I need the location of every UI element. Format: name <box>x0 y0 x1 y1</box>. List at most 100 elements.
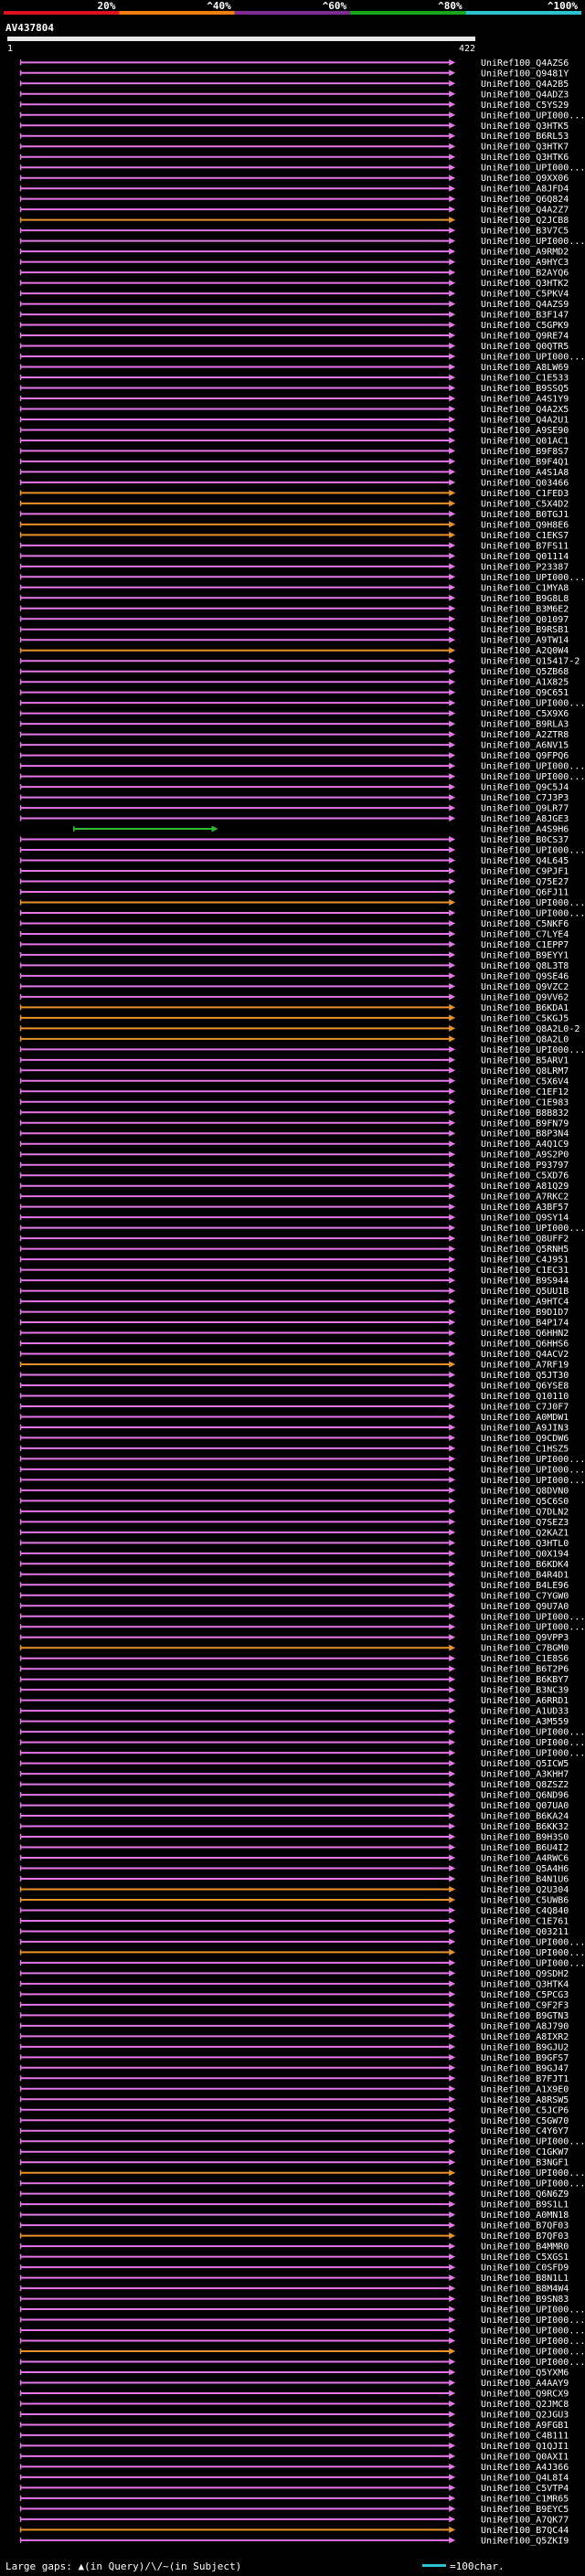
hit-arrow <box>449 1277 456 1284</box>
hit-label: UniRef100_Q6FJ11 <box>481 887 569 897</box>
hit-label: UniRef100_Q4A2U1 <box>481 415 569 425</box>
hit-arrow <box>449 1497 456 1504</box>
hit-arrow <box>449 437 456 444</box>
hit-arrow <box>449 1014 456 1022</box>
hit-label: UniRef100_C5NKF6 <box>481 919 569 929</box>
hit-label: UniRef100_UPI000... <box>481 111 585 121</box>
hit-arrow <box>449 154 456 161</box>
hit-label: UniRef100_C1GKW7 <box>481 2147 569 2157</box>
hit-arrow <box>449 1728 456 1735</box>
hit-label: UniRef100_Q9RE74 <box>481 332 569 342</box>
hit-arrow <box>449 269 456 276</box>
query-title: AV437804 <box>5 22 54 34</box>
hit-label: UniRef100_A6RRD1 <box>481 1696 569 1706</box>
hit-arrow <box>449 1045 456 1053</box>
hit-arrow <box>449 2022 456 2030</box>
hit-arrow <box>449 1885 456 1892</box>
hit-label: UniRef100_B9SSQ5 <box>481 384 569 394</box>
hit-arrow <box>449 1707 456 1714</box>
hit-arrow <box>449 2484 456 2491</box>
hit-arrow <box>449 2379 456 2386</box>
hit-label: UniRef100_Q9SE46 <box>481 971 569 981</box>
hit-label: UniRef100_UPI000... <box>481 898 585 908</box>
hit-arrow <box>449 143 456 150</box>
hit-arrow <box>449 1697 456 1704</box>
hit-label: UniRef100_C0SFD9 <box>481 2263 569 2274</box>
hit-label: UniRef100_B9G8L8 <box>481 594 569 604</box>
hit-arrow <box>449 1309 456 1316</box>
hit-arrow <box>449 69 456 77</box>
hit-label: UniRef100_UPI000... <box>481 2348 585 2358</box>
hit-label: UniRef100_Q4A2X5 <box>481 405 569 415</box>
hit-arrow <box>449 972 456 980</box>
hit-label: UniRef100_A1X9E0 <box>481 2084 569 2094</box>
hit-arrow <box>449 1056 456 1064</box>
hit-arrow <box>449 2095 456 2103</box>
hit-label: UniRef100_Q4L8I4 <box>481 2473 569 2483</box>
hit-label: UniRef100_UPI000... <box>481 1937 585 1947</box>
hit-arrow <box>449 2074 456 2082</box>
hit-label: UniRef100_A0MN18 <box>481 2210 569 2221</box>
hit-label: UniRef100_Q5ICW5 <box>481 1759 569 1769</box>
hit-arrow <box>449 468 456 475</box>
hit-label: UniRef100_Q2JGU3 <box>481 2410 569 2420</box>
hit-arrow <box>449 1990 456 1998</box>
hit-arrow <box>449 1644 456 1651</box>
hit-label: UniRef100_A9FGB1 <box>481 2421 569 2431</box>
hit-label: UniRef100_UPI000... <box>481 573 585 583</box>
hit-label: UniRef100_B6RL53 <box>481 132 569 142</box>
hit-arrow <box>449 2200 456 2208</box>
hit-arrow <box>449 1108 456 1116</box>
hit-arrow <box>449 1361 456 1368</box>
hit-label: UniRef100_B7QF03 <box>481 2231 569 2242</box>
hit-label: UniRef100_Q6HHN2 <box>481 1329 569 1339</box>
hit-label: UniRef100_Q8ZSZ2 <box>481 1780 569 1790</box>
hit-arrow <box>449 1256 456 1263</box>
hit-arrow <box>449 164 456 171</box>
hit-label: UniRef100_B3NC39 <box>481 1686 569 1696</box>
hit-arrow <box>449 2327 456 2334</box>
hit-label: UniRef100_C1FED3 <box>481 489 569 499</box>
hit-label: UniRef100_P23387 <box>481 562 569 572</box>
hit-label: UniRef100_C5X6V4 <box>481 1076 569 1087</box>
hit-label: UniRef100_C5UWB6 <box>481 1895 569 1905</box>
hit-arrow <box>449 2295 456 2303</box>
hit-arrow <box>449 2190 456 2198</box>
hit-arrow <box>449 111 456 119</box>
hit-label: UniRef100_B3M6E2 <box>481 604 569 614</box>
hit-label: UniRef100_C4B111 <box>481 2431 569 2441</box>
footer-gaps-label: Large gaps: ▲(in Query)/\/~(in Subject) <box>5 2560 241 2572</box>
hit-label: UniRef100_C7BGM0 <box>481 1644 569 1654</box>
hit-arrow <box>449 2411 456 2418</box>
hit-label: UniRef100_A1UD33 <box>481 1707 569 1717</box>
legend-label: ^100% <box>548 0 578 12</box>
hit-label: UniRef100_B9GJ47 <box>481 2063 569 2073</box>
hit-arrow <box>449 1288 456 1295</box>
hit-arrow <box>449 961 456 969</box>
hit-arrow <box>449 542 456 549</box>
hit-label: UniRef100_Q9CDW6 <box>481 1434 569 1444</box>
hit-label: UniRef100_A7QK77 <box>481 2515 569 2525</box>
hit-label: UniRef100_Q6YSE8 <box>481 1381 569 1391</box>
hit-arrow <box>449 1529 456 1536</box>
hit-arrow <box>449 384 456 391</box>
hit-arrow <box>449 1066 456 1074</box>
hit-label: UniRef100_A1X825 <box>481 678 569 688</box>
hit-label: UniRef100_Q01114 <box>481 552 569 562</box>
hit-label: UniRef100_A4J366 <box>481 2463 569 2473</box>
hit-label: UniRef100_Q15417-2 <box>481 657 580 667</box>
hit-arrow <box>449 888 456 896</box>
hit-arrow <box>449 877 456 885</box>
hit-arrow <box>449 1150 456 1158</box>
hit-arrow <box>449 1466 456 1473</box>
hit-label: UniRef100_Q0QTR5 <box>481 342 569 352</box>
hit-label: UniRef100_Q5YXM6 <box>481 2368 569 2378</box>
hit-arrow <box>211 825 218 832</box>
hit-arrow <box>449 301 456 308</box>
hit-label: UniRef100_UPI000... <box>481 1476 585 1486</box>
hit-label: UniRef100_B4R4D1 <box>481 1570 569 1580</box>
hit-arrow <box>449 563 456 570</box>
hit-arrow <box>449 2242 456 2250</box>
hit-label: UniRef100_UPI000... <box>481 1455 585 1465</box>
